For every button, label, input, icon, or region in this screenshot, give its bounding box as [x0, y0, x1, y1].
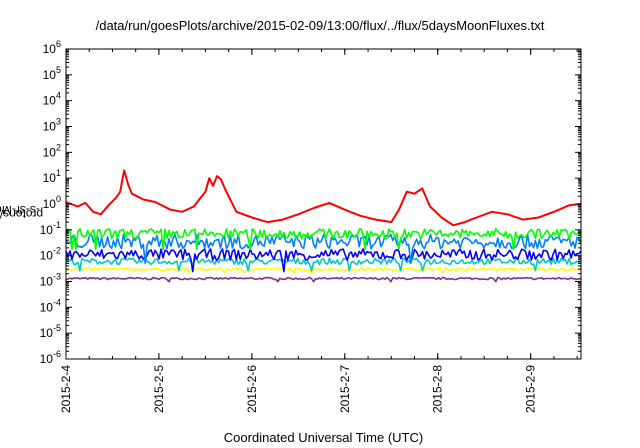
series-line-5	[65, 257, 582, 272]
y-tick-label: 10-5	[40, 323, 61, 340]
y-tick-label: 103	[43, 117, 61, 134]
series-line-6	[65, 267, 582, 274]
series-line-3	[65, 233, 582, 265]
y-tick-label: 10-1	[40, 220, 61, 237]
chart-title: /data/run/goesPlots/archive/2015-02-09/1…	[95, 18, 545, 33]
x-tick-label: 2015-2-4	[59, 365, 73, 413]
y-tick-label: 10-2	[40, 246, 61, 263]
series-layer	[65, 169, 582, 283]
x-tick-label: 2015-2-5	[152, 365, 166, 413]
y-tick-label: 10-6	[40, 349, 61, 366]
series-line-7	[65, 276, 582, 283]
x-axis-label: Coordinated Universal Time (UTC)	[223, 430, 424, 445]
series-line-4	[65, 248, 582, 273]
y-tick-label: 10-3	[40, 272, 61, 289]
y-tick-label: 102	[43, 142, 61, 159]
y-tick-label: 101	[43, 168, 61, 185]
axes-layer: 10-6 10-5 10-4 10-3 10-2 10-1 100 101 102 103 104 1…	[40, 39, 581, 413]
y-tick-label: 10-4	[40, 297, 61, 314]
y-tick-label: 100	[43, 194, 61, 211]
x-tick-label: 2015-2-9	[524, 365, 538, 413]
y-tick-label: 106	[43, 39, 61, 56]
y-tick-label: 104	[43, 91, 61, 108]
series-line-1	[65, 169, 582, 227]
series-line-2	[65, 227, 582, 251]
x-tick-label: 2015-2-6	[245, 365, 259, 413]
x-tick-label: 2015-2-8	[431, 365, 445, 413]
y-tick-label: 105	[43, 65, 61, 82]
x-tick-label: 2015-2-7	[338, 365, 352, 413]
